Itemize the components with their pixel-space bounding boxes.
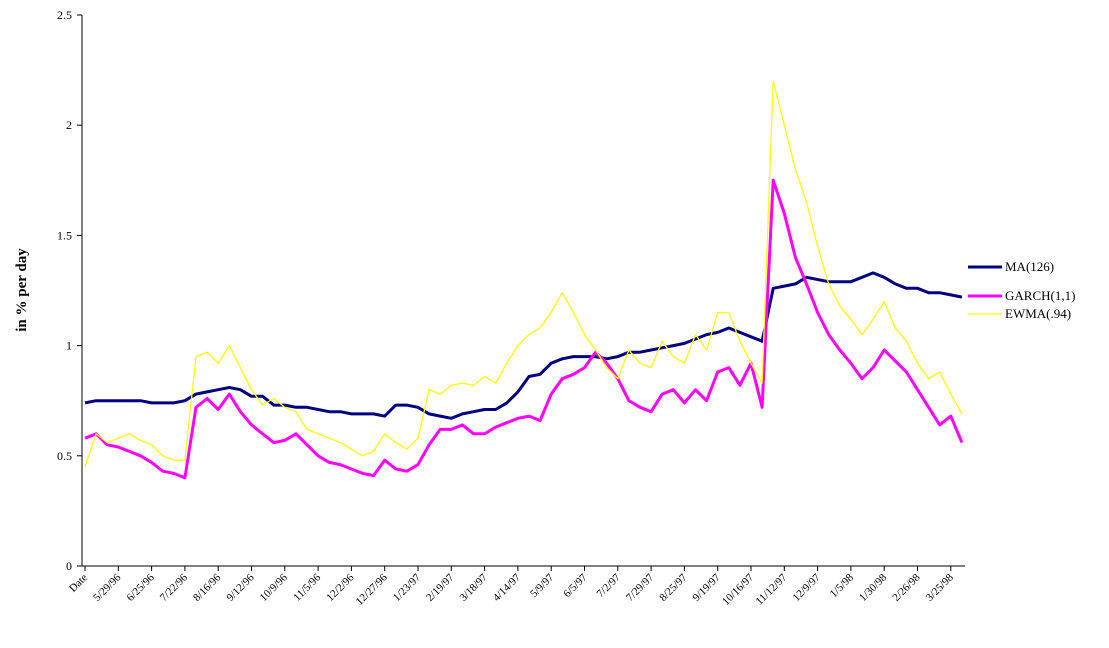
x-tick-label: 12/2/96 [324,571,357,604]
x-tick-label: 6/5/97 [561,571,590,600]
x-tick-label: 12/9/97 [790,571,823,604]
x-tick-label: 2/26/98 [890,571,923,604]
x-tick-label: 2/19/97 [424,571,457,604]
x-tick-label: 10/16/97 [720,571,756,607]
legend-label: EWMA(.94) [1005,306,1071,321]
x-tick-label: 5/29/96 [91,571,124,604]
x-tick-label: Date [67,572,90,595]
legend-label: GARCH(1,1) [1005,288,1075,303]
series-line [84,271,963,420]
x-tick-label: 8/16/96 [191,571,224,604]
x-tick-label: 8/25/97 [657,571,690,604]
x-tick-label: 7/2/97 [595,571,624,600]
x-tick-label: 3/25/98 [924,571,957,604]
x-tick-label: 5/9/97 [528,571,557,600]
series-line [84,80,963,468]
y-tick-label: 2 [66,118,72,132]
x-tick-label: 9/19/97 [691,571,724,604]
x-tick-label: 9/12/96 [224,571,257,604]
y-axis-label: in % per day [14,248,30,332]
x-tick-label: 3/18/97 [457,571,490,604]
x-tick-label: 12/27/96 [354,571,390,607]
x-tick-label: 11/5/96 [291,571,323,603]
x-tick-label: 1/5/98 [828,571,857,600]
x-tick-label: 10/9/96 [258,571,291,604]
y-tick-label: 0.5 [57,449,72,463]
x-tick-label: 4/14/97 [491,571,524,604]
x-tick-label: 7/22/96 [158,571,191,604]
x-tick-label: 11/12/97 [754,571,790,607]
y-tick-label: 1.5 [57,228,72,242]
legend-label: MA(126) [1005,259,1054,274]
y-tick-label: 0 [66,559,72,573]
y-tick-label: 1 [66,339,72,353]
x-tick-label: 1/23/97 [391,571,424,604]
series-line [84,178,964,480]
x-tick-label: 1/30/98 [857,571,890,604]
x-tick-label: 7/29/97 [624,571,657,604]
y-tick-label: 2.5 [57,8,72,22]
x-tick-label: 6/25/96 [124,571,157,604]
